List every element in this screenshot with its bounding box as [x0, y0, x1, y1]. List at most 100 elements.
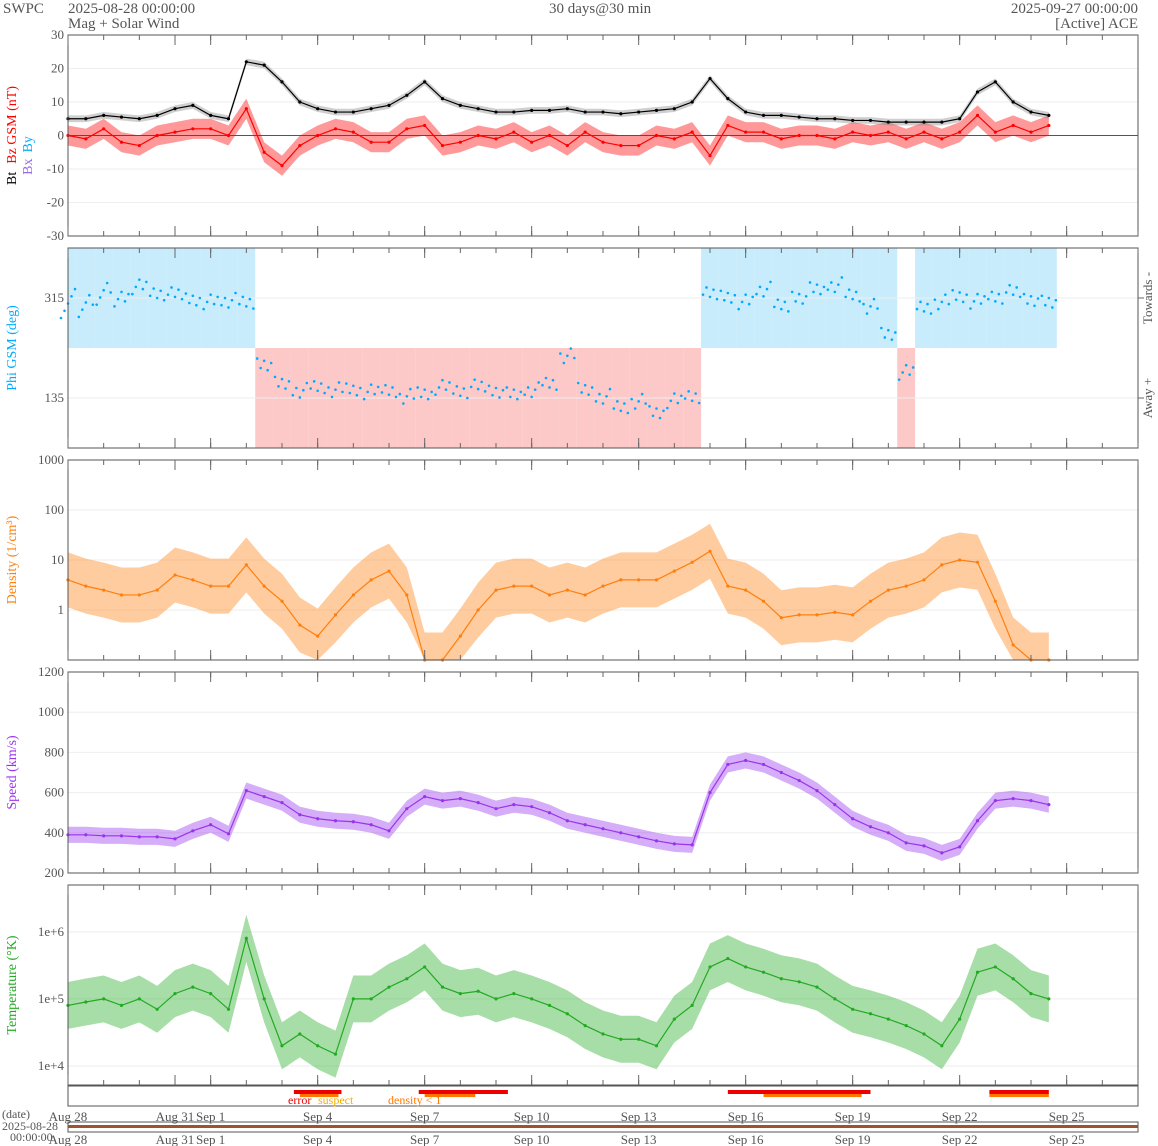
- phi-point: [919, 300, 922, 304]
- bz-series-point: [280, 164, 284, 168]
- bz-series-point: [191, 127, 195, 131]
- bz-series: [67, 107, 1050, 167]
- date-axis-value: 2025-08-28: [2, 1119, 58, 1133]
- phi-point: [102, 288, 105, 292]
- bt-series-point: [226, 117, 231, 121]
- temperature-series-point: [726, 956, 730, 961]
- phi-point: [120, 290, 123, 294]
- temperature-series-point: [209, 992, 213, 996]
- phi-point: [319, 382, 323, 385]
- phi-point: [473, 378, 476, 381]
- phi-point: [533, 388, 537, 391]
- phi-point: [576, 381, 580, 385]
- phi-point: [808, 281, 812, 284]
- temperature-series-point: [244, 936, 248, 940]
- speed-y-tick-label: 400: [45, 825, 65, 840]
- speed-y-tick-label: 600: [45, 785, 65, 800]
- phi-point: [719, 289, 723, 293]
- phi-point: [666, 406, 669, 410]
- phi-point: [715, 297, 719, 301]
- phi-point: [241, 295, 245, 299]
- temperature-series-point: [761, 970, 766, 974]
- phi-point: [509, 395, 512, 399]
- phi-point: [494, 386, 498, 390]
- temperature-series-point: [137, 997, 141, 1001]
- bz-series-point: [351, 130, 355, 134]
- phi-point: [566, 354, 569, 358]
- bz-series-point: [637, 143, 641, 148]
- speed-y-tick-label: 1000: [38, 704, 64, 719]
- phi-point: [398, 392, 402, 396]
- speed-series-point: [333, 819, 338, 823]
- flag-legend-error: error: [288, 1093, 311, 1107]
- phi-point: [330, 395, 334, 399]
- phi-point: [466, 396, 469, 400]
- phi-point: [797, 292, 801, 296]
- phi-point: [459, 394, 462, 398]
- phi-point: [441, 378, 444, 382]
- phi-point: [901, 371, 904, 374]
- temperature-series-point: [672, 1017, 676, 1021]
- phi-point: [1040, 294, 1044, 298]
- phi-point: [519, 390, 523, 394]
- speed-series-point: [226, 832, 231, 836]
- density-series-point: [155, 588, 159, 592]
- bz-series-point: [316, 133, 320, 138]
- x-tick-label-bottom: Sep 4: [303, 1132, 333, 1146]
- phi-point: [737, 307, 740, 311]
- density-range-band: [68, 523, 1049, 660]
- bz-series-point: [583, 130, 587, 134]
- phi-point: [769, 280, 772, 284]
- bt-series-point: [262, 63, 266, 67]
- x-tick-label: Sep 13: [621, 1109, 657, 1124]
- phi-point: [894, 331, 897, 334]
- phi-point: [608, 387, 612, 391]
- temperature-y-tick-label: 1e+6: [38, 924, 65, 939]
- temperature-y-tick-label: 1e+5: [38, 991, 64, 1006]
- phi-point: [452, 392, 455, 395]
- speed-series-point: [209, 823, 213, 827]
- bt-series-point: [975, 90, 980, 94]
- phi-point: [947, 302, 951, 306]
- density-series-point: [708, 549, 712, 553]
- phi-y-tick-label: 135: [45, 390, 65, 405]
- bz-series-point: [940, 137, 944, 141]
- bx-by-label: Bx By: [21, 136, 36, 175]
- density-series-point: [601, 584, 605, 588]
- bt-series-point: [1047, 113, 1051, 117]
- bt-series-point: [868, 118, 873, 123]
- phi-point: [847, 288, 851, 291]
- speed-series-point: [547, 811, 552, 815]
- error-flag: [727, 1090, 871, 1094]
- speed-series-point: [1047, 803, 1051, 807]
- speed-series-point: [387, 829, 391, 833]
- phi-point: [755, 292, 758, 296]
- phi-point: [562, 361, 566, 365]
- temperature-series-point: [530, 997, 534, 1001]
- speed-series-point: [761, 762, 766, 767]
- phi-point: [983, 295, 986, 298]
- bx-label: Bx: [21, 159, 36, 175]
- phi-point: [480, 380, 483, 384]
- x-tick-label: Aug 31: [156, 1109, 195, 1124]
- phi-point: [98, 296, 102, 299]
- phi-point: [195, 303, 198, 307]
- phi-point: [105, 281, 109, 285]
- density-y-tick-label: 1: [58, 602, 65, 617]
- phi-point: [819, 292, 822, 296]
- phi-point: [287, 380, 291, 383]
- phi-point: [915, 307, 919, 311]
- temperature-series-point: [494, 997, 498, 1001]
- density-series-point: [191, 578, 195, 582]
- phi-point: [541, 383, 544, 387]
- temperature-series-point: [1029, 992, 1033, 996]
- phi-point: [312, 380, 316, 383]
- phi-point: [548, 386, 551, 389]
- speed-series-point: [244, 788, 248, 793]
- temperature-series-point: [333, 1052, 338, 1056]
- phi-point: [134, 285, 138, 289]
- phi-point: [822, 285, 826, 289]
- bt-series-point: [512, 110, 516, 114]
- speed-series-point: [904, 841, 908, 845]
- phi-point: [259, 366, 262, 370]
